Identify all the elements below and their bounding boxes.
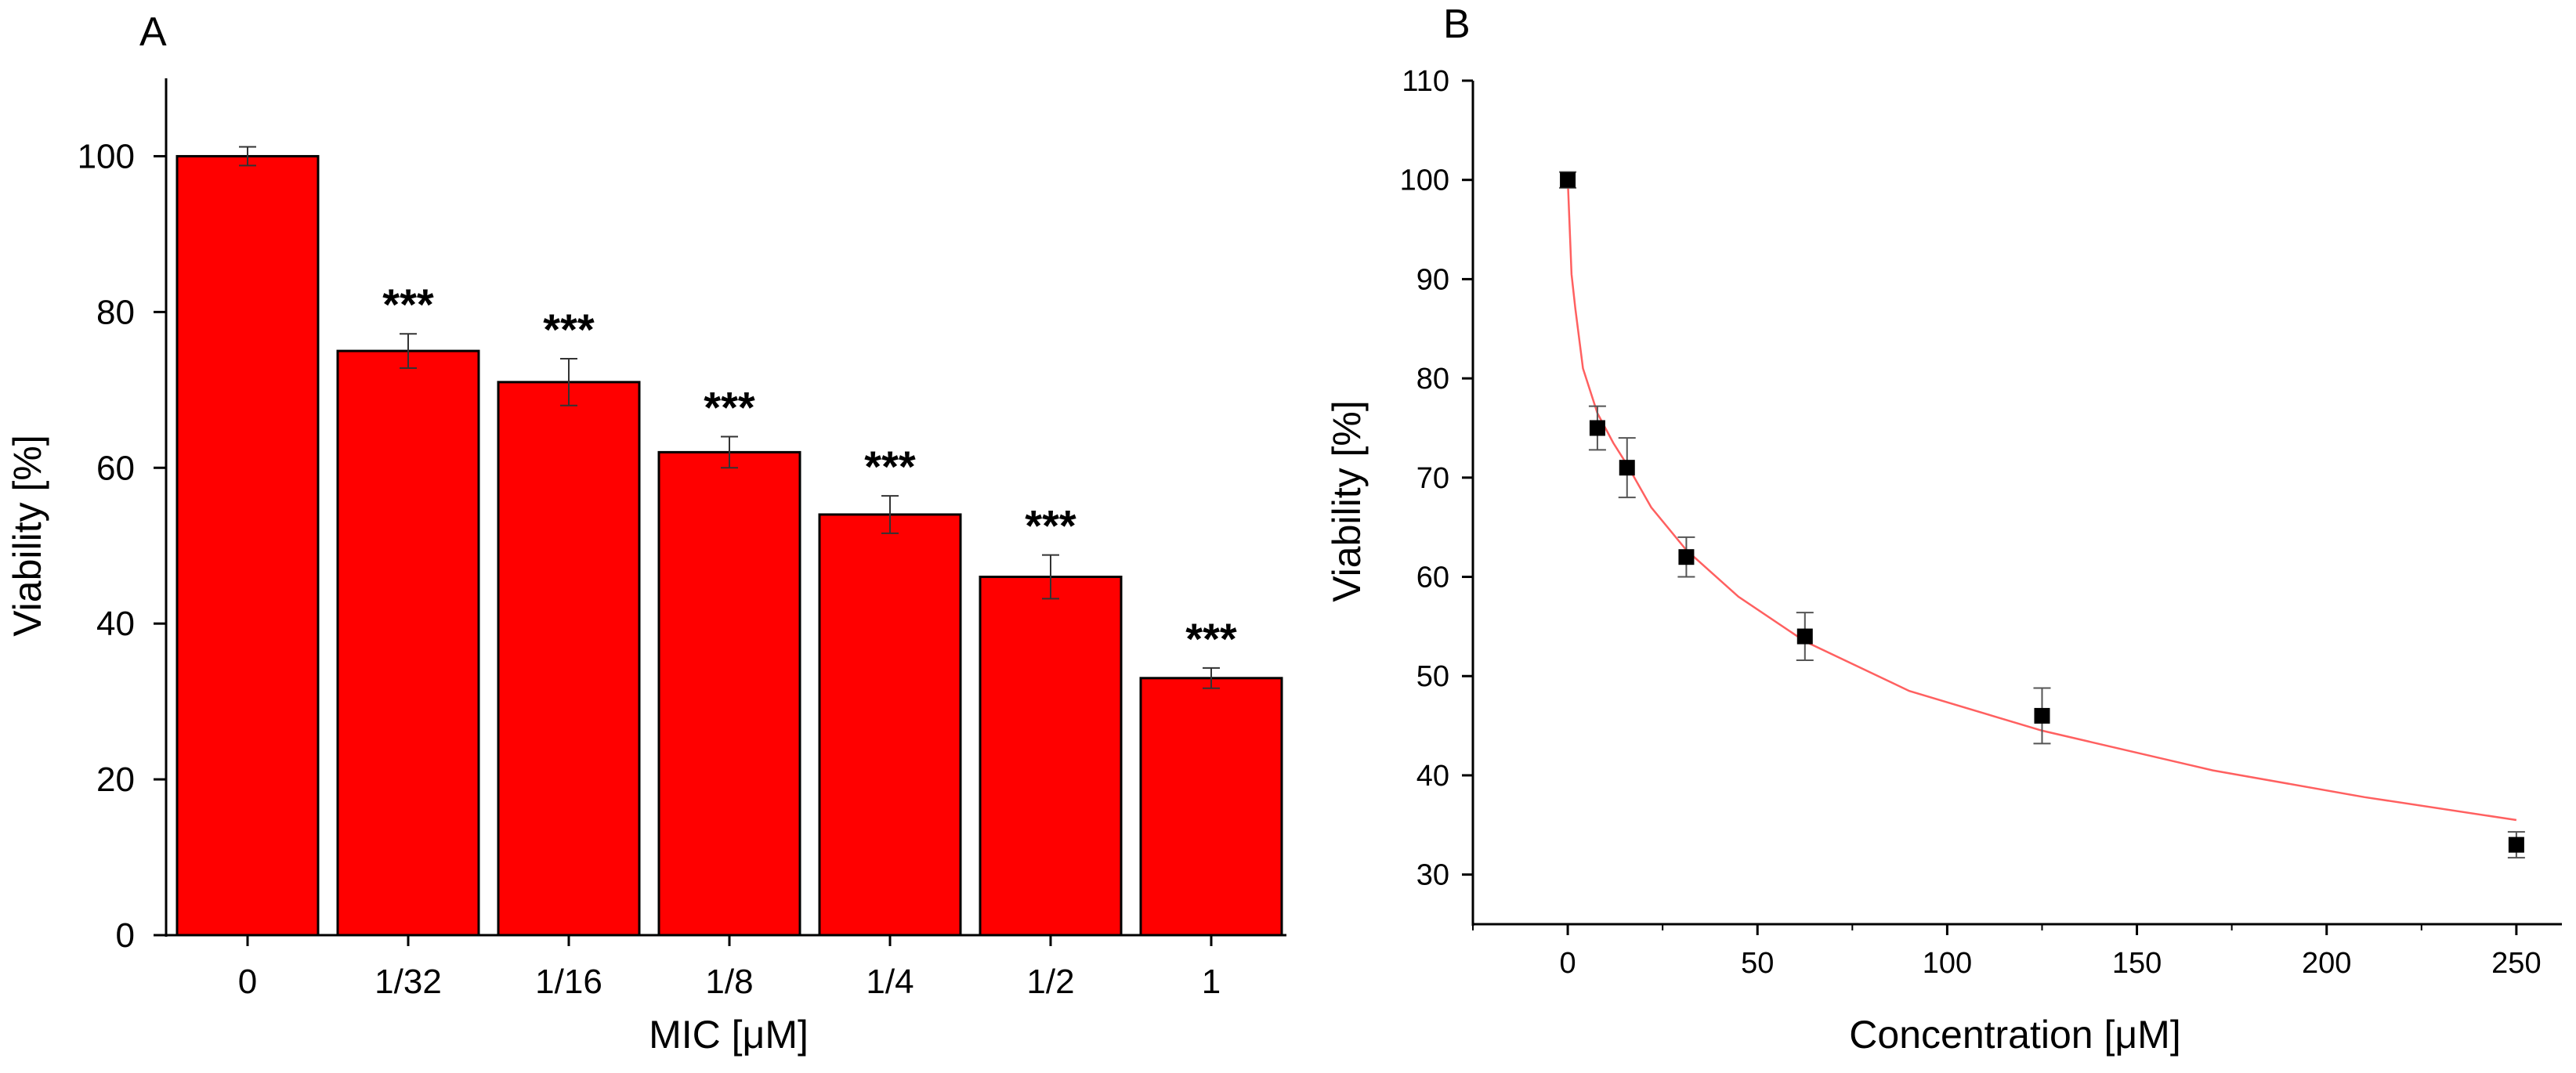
panel-b-data-point xyxy=(2034,707,2050,724)
panel-a-significance-label: *** xyxy=(864,442,916,491)
panel-a-bar xyxy=(818,513,962,937)
panel-b-data-point xyxy=(1678,549,1695,565)
panel-b-x-tick-label: 250 xyxy=(2491,947,2541,980)
panel-a-y-tick-label: 20 xyxy=(96,760,135,799)
panel-a-x-tick-label: 1/2 xyxy=(1026,963,1074,1001)
panel-a-y-tick-label: 60 xyxy=(96,449,135,487)
panel-a-significance-label: *** xyxy=(382,280,434,329)
panel-a-x-tick-label: 1/32 xyxy=(374,963,442,1001)
panel-a-y-tick-label: 100 xyxy=(78,137,135,175)
panel-b-chart: B 30 40 50 60 70 80 90 100 110 0 50 100 150 200 250 C… xyxy=(1325,2,2562,1057)
panel-b-y-tick-label: 90 xyxy=(1416,263,1449,296)
panel-a-x-ticks: 0 1/32 1/16 1/8 1/4 1/2 1 xyxy=(238,935,1221,1001)
panel-a-bar xyxy=(1139,677,1283,937)
panel-a-label: A xyxy=(139,9,167,55)
panel-b-x-tick-label: 100 xyxy=(1923,947,1972,980)
panel-a-chart: A 0 20 40 60 80 100 *** *** *** *** *** *** 0 1/32 1… xyxy=(5,9,1286,1057)
panel-b-fit-curve xyxy=(1566,179,2517,822)
panel-b-x-tick-label: 150 xyxy=(2112,947,2162,980)
panel-b-y-tick-label: 70 xyxy=(1416,462,1449,495)
panel-b-y-tick-label: 110 xyxy=(1402,65,1449,98)
panel-b-x-tick-label: 50 xyxy=(1741,947,1774,980)
panel-b-y-tick-label: 50 xyxy=(1416,660,1449,693)
panel-b-y-ticks: 30 40 50 60 70 80 90 100 110 xyxy=(1400,65,1473,892)
panel-b-y-tick-label: 40 xyxy=(1416,760,1449,793)
panel-a-bar xyxy=(175,154,320,937)
panel-a-significance-label: *** xyxy=(704,382,755,432)
panel-a-significance-label: *** xyxy=(1025,501,1076,551)
panel-a-y-axis-title: Viability [%] xyxy=(5,435,49,637)
panel-b-data-point xyxy=(1589,420,1605,436)
panel-a-x-tick-label: 1 xyxy=(1202,963,1221,1001)
panel-a-significance-label: *** xyxy=(543,305,595,354)
panel-b-x-tick-label: 200 xyxy=(2302,947,2351,980)
panel-b-x-tick-label: 0 xyxy=(1560,947,1576,980)
panel-a-y-tick-label: 80 xyxy=(96,293,135,331)
panel-b-data-point xyxy=(1619,460,1635,476)
panel-b-x-axis-title: Concentration [μM] xyxy=(1849,1013,2180,1057)
panel-a-bar xyxy=(657,450,801,937)
panel-a-bar xyxy=(336,349,480,937)
panel-a-bar xyxy=(979,576,1123,937)
panel-a-bar xyxy=(497,381,641,937)
panel-a-x-tick-label: 1/4 xyxy=(866,963,914,1001)
panel-b-y-axis-title: Viability [%] xyxy=(1325,400,1369,602)
panel-a-significance-label: *** xyxy=(1185,614,1237,663)
panel-b-data-point xyxy=(2508,836,2524,853)
panel-a-x-tick-label: 1/16 xyxy=(535,963,602,1001)
panel-a-x-tick-label: 0 xyxy=(238,963,257,1001)
panel-a-y-ticks: 0 20 40 60 80 100 xyxy=(78,137,166,955)
panel-b-data-point xyxy=(1796,628,1813,645)
panel-a-y-tick-label: 0 xyxy=(116,916,135,955)
panel-a-x-tick-label: 1/8 xyxy=(705,963,753,1001)
panel-a-y-tick-label: 40 xyxy=(96,605,135,643)
panel-b-label: B xyxy=(1443,2,1471,47)
panel-b-data-point xyxy=(1560,172,1576,188)
panel-a-x-axis-title: MIC [μM] xyxy=(649,1013,809,1057)
panel-b-points xyxy=(1559,171,2525,859)
panel-b-y-tick-label: 80 xyxy=(1416,363,1449,396)
panel-b-y-tick-label: 30 xyxy=(1416,859,1449,892)
panel-b-y-tick-label: 60 xyxy=(1416,562,1449,594)
panel-b-y-tick-label: 100 xyxy=(1400,164,1449,197)
panel-a-bars: *** *** *** *** *** *** xyxy=(175,146,1283,937)
panel-b-x-ticks: 0 50 100 150 200 250 xyxy=(1472,924,2542,980)
panel-b-fit-curve-group xyxy=(1566,179,2517,822)
